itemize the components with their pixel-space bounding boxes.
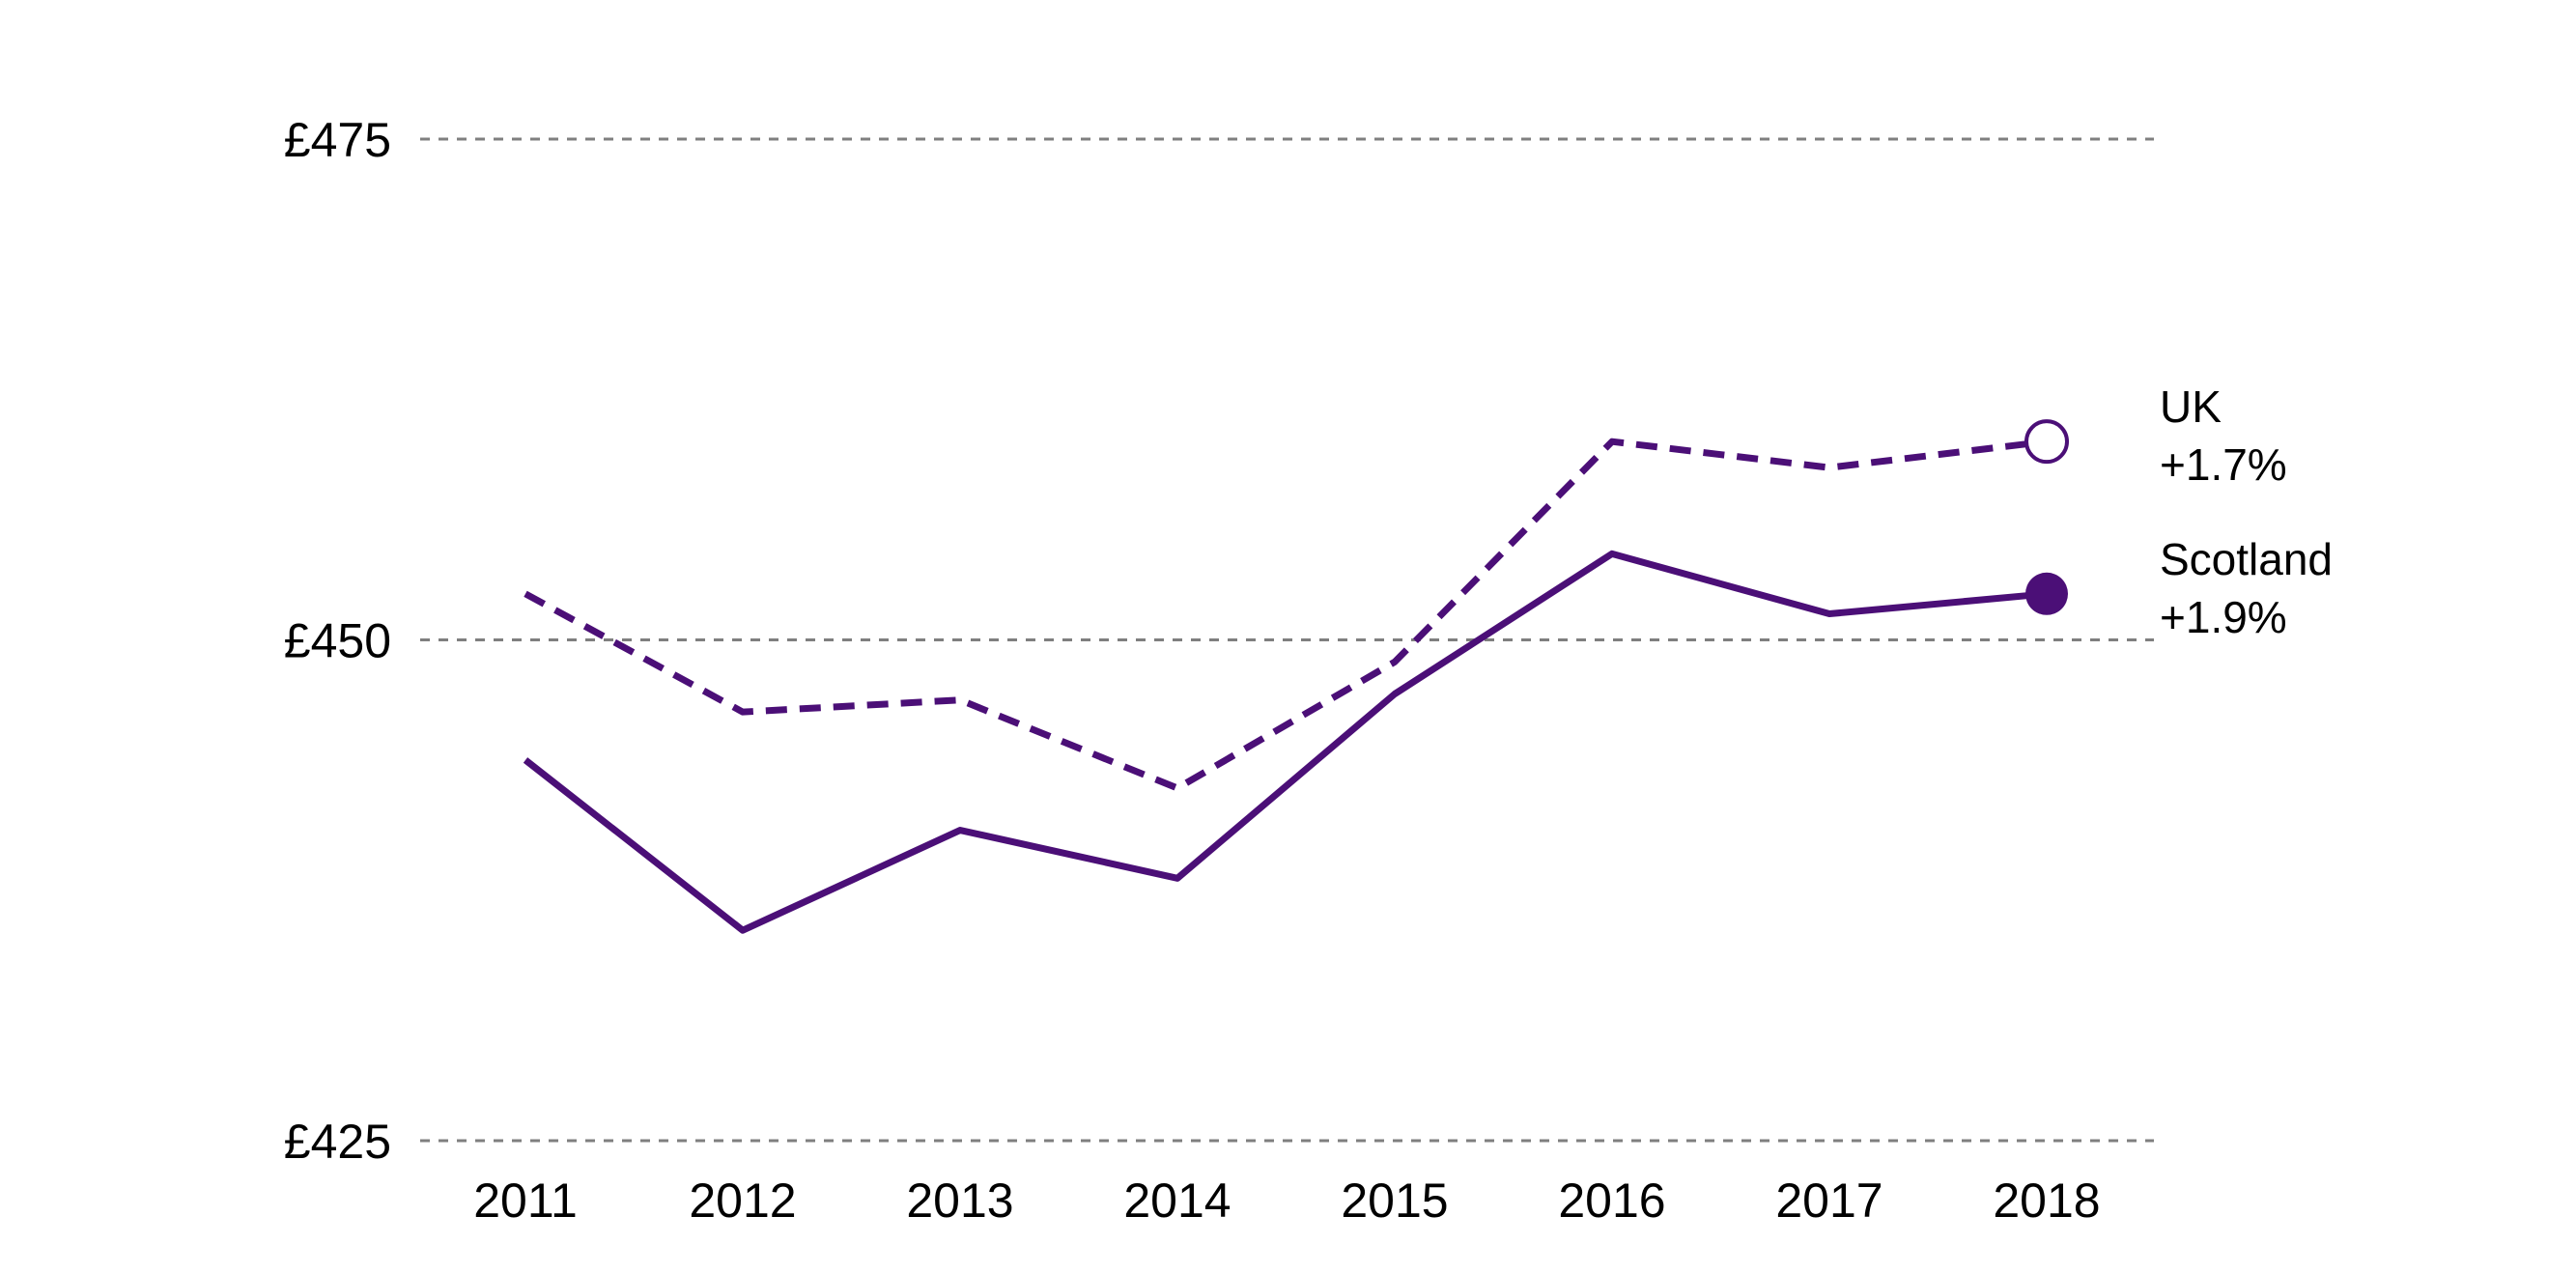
uk-series-label: UK [2160, 382, 2222, 432]
scotland-line [523, 550, 2048, 934]
x-tick-label: 2017 [1775, 1174, 1882, 1228]
series-end-labels: UK +1.7% Scotland +1.9% [2160, 382, 2333, 642]
y-axis-ticks: £425 £450 £475 [284, 113, 391, 1169]
scotland-end-marker [2025, 572, 2068, 615]
x-tick-label: 2018 [1993, 1174, 2100, 1228]
y-tick-label: £450 [284, 614, 391, 668]
scotland-change-label: +1.9% [2160, 592, 2287, 642]
x-tick-label: 2012 [689, 1174, 796, 1228]
series-lines [523, 419, 2069, 934]
uk-end-marker [2024, 419, 2069, 465]
x-tick-label: 2016 [1558, 1174, 1665, 1228]
uk-change-label: +1.7% [2160, 439, 2287, 490]
x-tick-label: 2014 [1123, 1174, 1231, 1228]
y-tick-label: £475 [284, 113, 391, 167]
y-tick-label: £425 [284, 1115, 391, 1169]
uk-line [524, 438, 2048, 792]
x-tick-label: 2013 [906, 1174, 1013, 1228]
x-tick-label: 2011 [473, 1174, 578, 1228]
scotland-series-label: Scotland [2160, 534, 2333, 584]
x-tick-label: 2015 [1341, 1174, 1448, 1228]
x-axis-ticks: 2011 2012 2013 2014 2015 2016 2017 2018 [473, 1174, 2100, 1228]
gridlines [420, 137, 2154, 1143]
